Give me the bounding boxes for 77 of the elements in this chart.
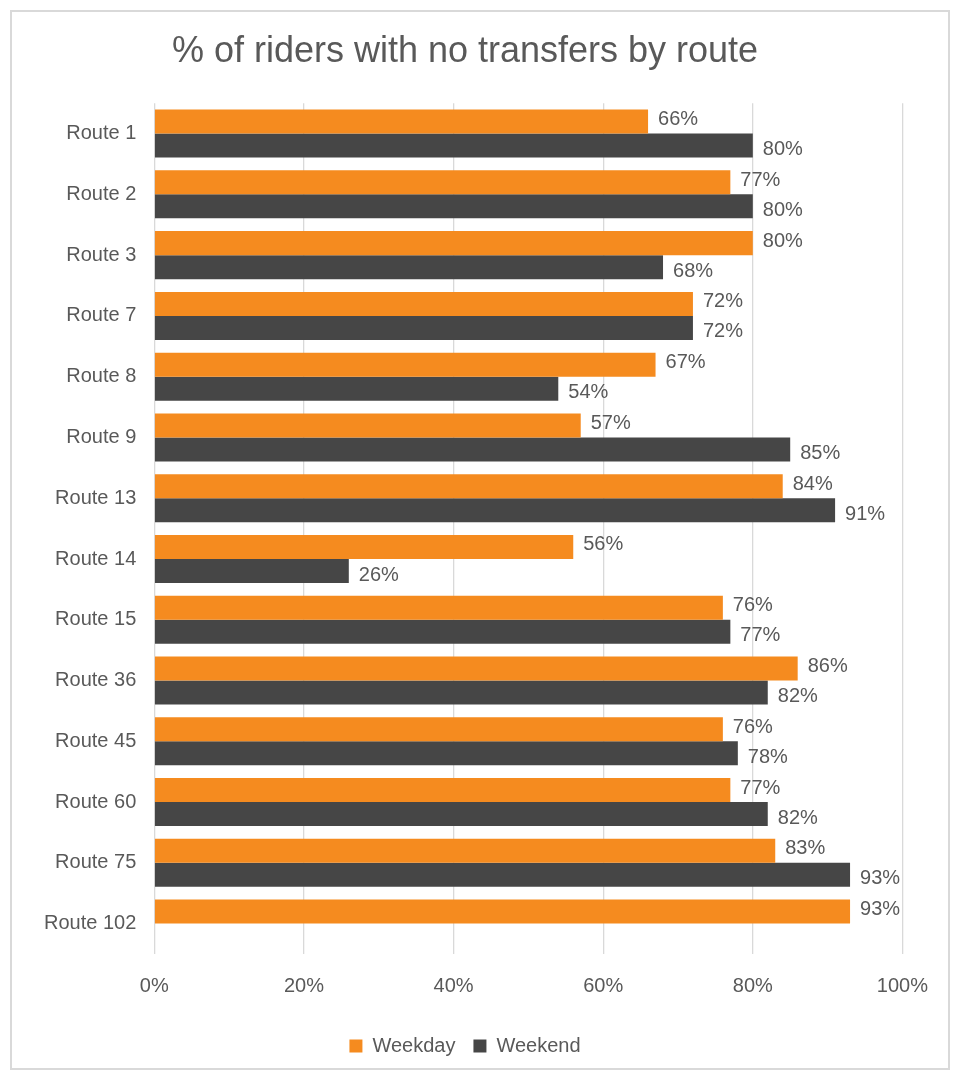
data-label: 77% xyxy=(740,167,781,190)
y-tick-label: Route 45 xyxy=(55,728,137,751)
x-tick-label: 100% xyxy=(876,973,929,996)
y-tick-label: Route 13 xyxy=(55,485,137,508)
bar xyxy=(154,558,349,583)
bar xyxy=(154,498,836,523)
x-tick-label: 80% xyxy=(732,973,774,996)
data-label: 84% xyxy=(792,471,833,494)
y-tick-label: Route 75 xyxy=(55,850,137,873)
bar xyxy=(154,838,776,863)
bar xyxy=(154,194,753,219)
x-tick-label: 20% xyxy=(283,973,325,996)
x-tick-label: 60% xyxy=(583,973,624,996)
bar xyxy=(154,315,693,340)
y-tick-label: Route 102 xyxy=(44,911,137,934)
data-label: 72% xyxy=(702,289,744,312)
bar xyxy=(154,741,738,766)
x-tick-label: 40% xyxy=(433,973,474,996)
bar xyxy=(154,352,656,377)
data-label: 85% xyxy=(800,440,841,463)
bar xyxy=(154,802,768,827)
data-label: 82% xyxy=(777,805,819,828)
y-tick-label: Route 36 xyxy=(55,668,137,691)
y-tick-label: Route 14 xyxy=(55,546,137,569)
bar xyxy=(154,231,753,256)
bar xyxy=(154,862,851,887)
y-tick-label: Route 8 xyxy=(66,364,137,387)
bar xyxy=(154,619,731,644)
data-label: 78% xyxy=(747,744,789,767)
bar xyxy=(154,437,791,462)
bar xyxy=(154,680,768,705)
bar xyxy=(154,717,723,742)
bar xyxy=(154,376,559,401)
data-label: 56% xyxy=(583,532,624,555)
legend-label: Weekday xyxy=(372,1033,456,1056)
data-label: 68% xyxy=(673,258,714,281)
data-label: 93% xyxy=(860,866,901,889)
data-label: 80% xyxy=(762,137,804,160)
bar xyxy=(154,133,753,158)
data-label: 57% xyxy=(590,410,631,433)
y-tick-label: Route 60 xyxy=(55,789,137,812)
data-label: 26% xyxy=(358,562,400,585)
bar xyxy=(154,170,731,195)
bar xyxy=(154,291,693,316)
bar xyxy=(154,474,783,499)
y-tick-label: Route 2 xyxy=(66,181,137,204)
bar xyxy=(154,595,723,620)
data-label: 91% xyxy=(845,501,886,524)
bar xyxy=(154,656,798,681)
y-tick-label: Route 9 xyxy=(66,424,137,447)
data-label: 76% xyxy=(732,593,774,616)
data-label: 80% xyxy=(762,197,804,220)
bar xyxy=(154,534,574,559)
data-label: 66% xyxy=(658,107,699,130)
data-label: 86% xyxy=(807,654,848,677)
data-label: 80% xyxy=(762,228,804,251)
bar xyxy=(154,899,851,924)
y-tick-label: Route 7 xyxy=(66,303,137,326)
data-label: 82% xyxy=(777,684,819,707)
data-label: 54% xyxy=(568,380,609,403)
bar xyxy=(154,109,649,134)
legend-label: Weekend xyxy=(496,1033,581,1056)
data-label: 93% xyxy=(860,897,901,920)
y-tick-label: Route 15 xyxy=(55,607,137,630)
data-label: 83% xyxy=(785,836,826,859)
y-tick-label: Route 1 xyxy=(66,121,137,144)
bar xyxy=(154,413,581,438)
data-label: 67% xyxy=(665,350,706,373)
data-label: 77% xyxy=(740,775,781,798)
bar xyxy=(154,255,664,280)
data-label: 72% xyxy=(702,319,744,342)
y-tick-label: Route 3 xyxy=(66,242,137,265)
data-label: 76% xyxy=(732,714,774,737)
chart-title: % of riders with no transfers by route xyxy=(171,28,759,70)
bar xyxy=(154,778,731,803)
data-label: 77% xyxy=(740,623,781,646)
x-tick-label: 0% xyxy=(139,973,169,996)
